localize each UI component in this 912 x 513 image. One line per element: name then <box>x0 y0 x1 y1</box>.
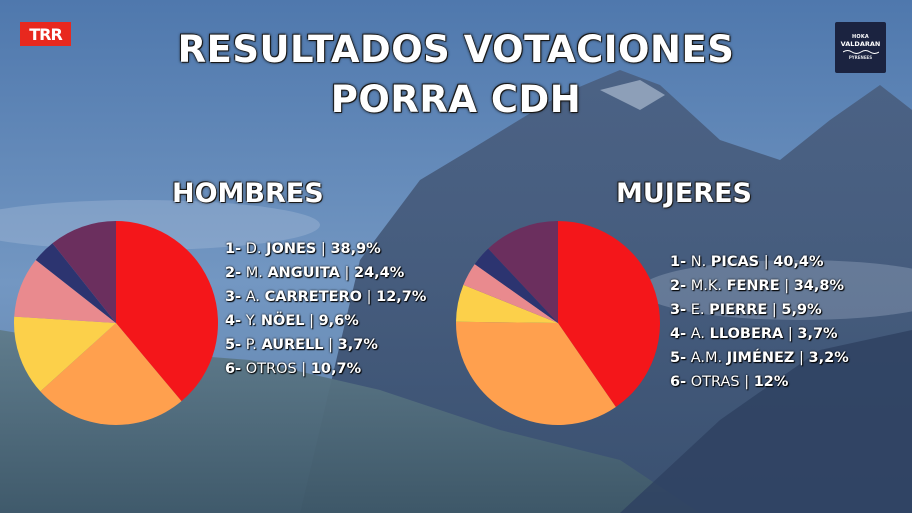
legend-value: 9,6% <box>318 313 359 329</box>
pie-slice-2 <box>40 323 182 425</box>
trr-logo: TRR <box>20 22 71 46</box>
pie-chart-hombres <box>14 221 218 425</box>
legend-item-6: 6- OTRAS | 12% <box>670 370 849 394</box>
sponsor-logo: HOKA VALDARAN PYRENEES <box>835 22 886 73</box>
legend-separator: | <box>296 361 311 377</box>
pie-slice-1 <box>116 221 218 402</box>
legend-item-4: 4- Y. NÖEL | 9,6% <box>225 309 426 333</box>
legend-initial: P. <box>245 337 257 353</box>
legend-value: 3,7% <box>337 337 378 353</box>
sponsor-logo-line2: VALDARAN <box>840 39 881 48</box>
legend-initial: Y. <box>245 313 257 329</box>
legend-initial: M.K. <box>690 278 722 294</box>
legend-initial: OTROS <box>245 361 297 377</box>
legend-value: 3,7% <box>797 326 838 342</box>
pie-slice-4 <box>14 259 117 323</box>
legend-separator: | <box>362 289 377 305</box>
legend-separator: | <box>323 337 338 353</box>
legend-rank: 4- <box>225 313 242 329</box>
legend-item-2: 2- M.K. FENRE | 34,8% <box>670 274 849 298</box>
legend-rank: 1- <box>670 254 687 270</box>
legend-initial: M. <box>245 265 263 281</box>
legend-separator: | <box>759 254 774 270</box>
legend-rank: 5- <box>225 337 242 353</box>
legend-separator: | <box>339 265 354 281</box>
legend-rank: 2- <box>670 278 687 294</box>
legend-separator: | <box>739 374 754 390</box>
legend-item-5: 5- A.M. JIMÉNEZ | 3,2% <box>670 346 849 370</box>
legend-name: FENRE <box>726 278 780 294</box>
legend-separator: | <box>304 313 319 329</box>
legend-item-1: 1- D. JONES | 38,9% <box>225 237 426 261</box>
pie-slice-3 <box>14 316 116 392</box>
legend-name: ANGUITA <box>267 265 340 281</box>
legend-rank: 6- <box>670 374 687 390</box>
legend-rank: 3- <box>670 302 687 318</box>
legend-name: PICAS <box>710 254 760 270</box>
legend-name: NÖEL <box>260 313 305 329</box>
legend-hombres: 1- D. JONES | 38,9% 2- M. ANGUITA | 24,4%… <box>225 237 426 381</box>
legend-value: 40,4% <box>773 254 824 270</box>
pie-slice-5 <box>474 248 558 323</box>
legend-initial: E. <box>690 302 705 318</box>
legend-separator: | <box>779 278 794 294</box>
legend-item-3: 3- E. PIERRE | 5,9% <box>670 298 849 322</box>
legend-separator: | <box>767 302 782 318</box>
legend-rank: 1- <box>225 241 242 257</box>
legend-initial: A. <box>245 289 260 305</box>
legend-item-6: 6- OTROS | 10,7% <box>225 357 426 381</box>
pie-chart-mujeres <box>456 221 660 425</box>
pie-slice-2 <box>456 321 616 425</box>
legend-value: 10,7% <box>310 361 362 377</box>
wave-icon <box>842 50 879 55</box>
legend-value: 12% <box>753 374 789 390</box>
chart-title-hombres: HOMBRES <box>172 178 324 209</box>
page-title-line2: PORRA CDH <box>330 78 582 121</box>
legend-separator: | <box>783 326 798 342</box>
sponsor-logo-line3: PYRENEES <box>848 55 873 61</box>
sponsor-logo-line1: HOKA <box>852 33 869 40</box>
pie-slice-6 <box>488 221 558 323</box>
legend-initial: D. <box>245 241 262 257</box>
legend-value: 38,9% <box>330 241 381 257</box>
pie-slice-4 <box>463 264 558 323</box>
legend-value: 24,4% <box>353 265 405 281</box>
chart-title-mujeres: MUJERES <box>616 178 752 209</box>
legend-separator: | <box>316 241 331 257</box>
legend-name: PIERRE <box>709 302 768 318</box>
legend-name: JONES <box>266 241 317 257</box>
legend-rank: 6- <box>225 361 242 377</box>
legend-value: 5,9% <box>781 302 822 318</box>
legend-item-2: 2- M. ANGUITA | 24,4% <box>225 261 426 285</box>
pie-slice-6 <box>52 221 116 323</box>
legend-name: JIMÉNEZ <box>726 350 795 366</box>
legend-initial: OTRAS <box>690 374 740 390</box>
legend-separator: | <box>794 350 809 366</box>
legend-rank: 5- <box>670 350 687 366</box>
legend-name: LLOBERA <box>709 326 784 342</box>
legend-name: AURELL <box>261 337 324 353</box>
pie-slice-1 <box>558 221 660 408</box>
legend-item-3: 3- A. CARRETERO | 12,7% <box>225 285 426 309</box>
legend-initial: A. <box>690 326 705 342</box>
legend-mujeres: 1- N. PICAS | 40,4% 2- M.K. FENRE | 34,8%… <box>670 250 849 394</box>
legend-item-5: 5- P. AURELL | 3,7% <box>225 333 426 357</box>
legend-value: 34,8% <box>793 278 845 294</box>
legend-value: 12,7% <box>376 289 427 305</box>
legend-rank: 2- <box>225 265 242 281</box>
pie-slice-5 <box>35 243 116 323</box>
legend-item-1: 1- N. PICAS | 40,4% <box>670 250 849 274</box>
legend-item-4: 4- A. LLOBERA | 3,7% <box>670 322 849 346</box>
pie-slice-3 <box>456 284 558 323</box>
page-title-line1: RESULTADOS VOTACIONES <box>177 28 735 71</box>
legend-rank: 4- <box>670 326 687 342</box>
legend-name: CARRETERO <box>264 289 362 305</box>
legend-initial: N. <box>690 254 707 270</box>
legend-value: 3,2% <box>808 350 849 366</box>
legend-rank: 3- <box>225 289 242 305</box>
legend-initial: A.M. <box>690 350 723 366</box>
